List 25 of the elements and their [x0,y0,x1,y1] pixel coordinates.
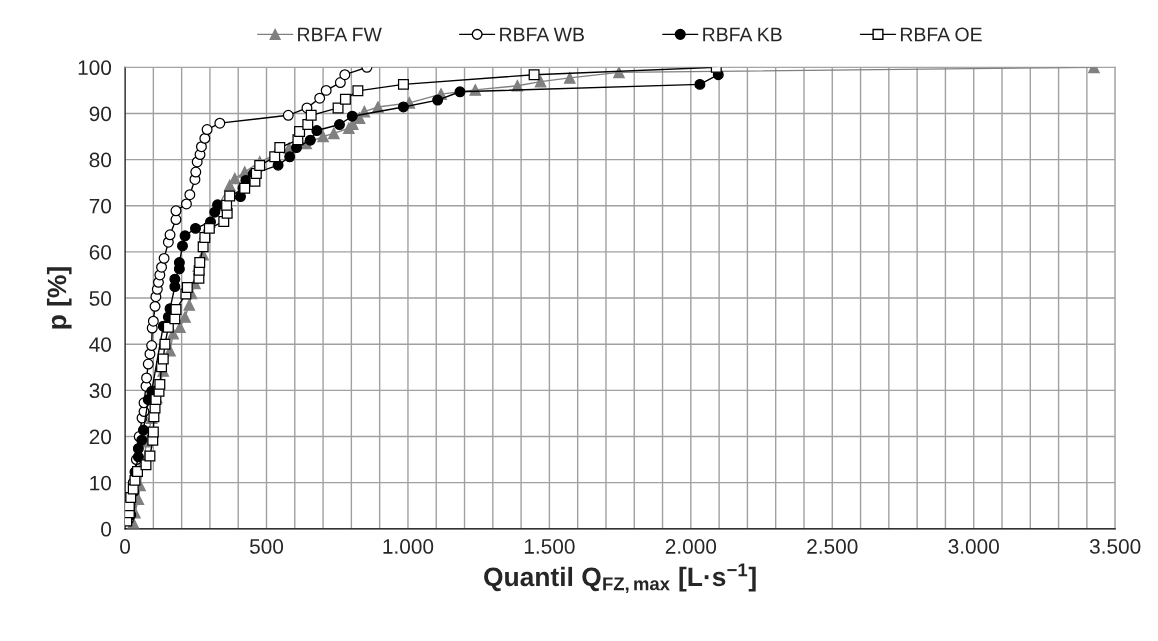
legend-label: RBFA WB [500,27,584,42]
y-tick-label: 0 [101,521,112,537]
legend-label: RBFA KB [703,27,782,42]
y-tick-label: 40 [89,337,112,352]
y-tick-label: 80 [89,152,112,168]
x-tick-label: 0 [120,539,131,554]
x-tick-label: 1.500 [524,539,575,554]
y-tick-label: 20 [89,429,112,445]
y-tick-label: 70 [89,198,112,214]
y-tick-label: 10 [90,475,112,491]
legend-label: RBFA FW [298,27,382,42]
y-tick-label: 100 [78,60,112,76]
x-tick-label: 500 [249,539,284,554]
x-tick-label: 3.000 [948,539,999,554]
x-axis-title: Quantil Q$_{FZ,max}$ [L·s$^{−1}$] [484,563,756,594]
y-tick-label: 90 [89,106,112,122]
y-tick-label: 60 [89,244,112,260]
x-tick-label: 2.500 [807,539,858,554]
x-tick-label: 1.000 [383,539,434,554]
legend-label: RBFA OE [900,27,982,42]
x-tick-label: 2.000 [665,539,717,554]
y-tick-label: 50 [89,291,112,306]
y-axis-title: p [%] [46,267,72,329]
x-tick-label: 3.500 [1089,539,1141,554]
y-tick-label: 30 [89,383,112,399]
